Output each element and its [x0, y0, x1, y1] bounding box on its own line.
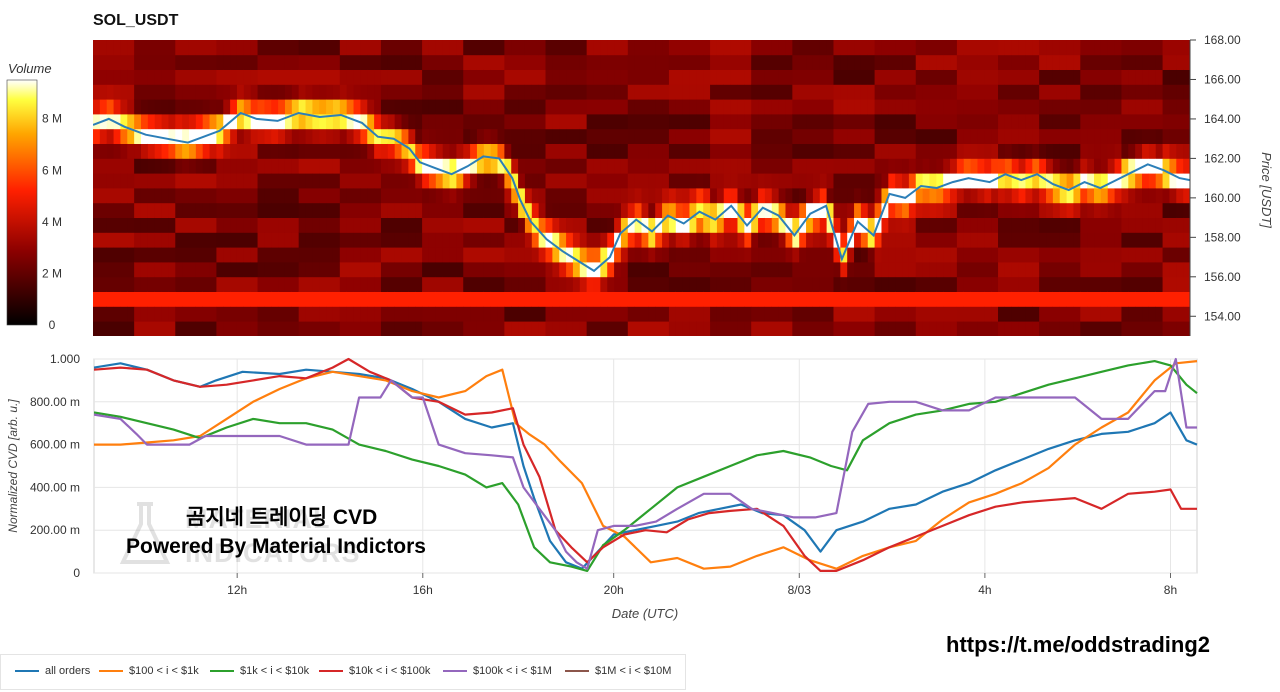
colorbar-label: Volume: [8, 61, 52, 76]
colorbar-tick-label: 2 M: [42, 266, 62, 280]
heatmap-cells: [93, 40, 1190, 336]
cvd-series-line: [94, 357, 1197, 572]
legend-swatch: [565, 670, 589, 673]
legend-swatch: [443, 670, 467, 673]
legend-item[interactable]: $10k < i < $100k: [319, 665, 430, 677]
legend-label: $1M < i < $10M: [595, 665, 672, 677]
heatmap-y-tick-label: 166.00: [1204, 72, 1241, 86]
material-indicators-watermark: MATERIAL INDICATORS: [115, 498, 365, 574]
heatmap-y-ticks: 154.00 156.00 158.00 160.00 162.00 164.00 166.…: [1190, 33, 1241, 323]
heatmap-y-tick-label: 168.00: [1204, 33, 1241, 47]
overlay-subtitle: Powered By Material Indictors: [126, 535, 426, 558]
colorbar-tick-label: 6 M: [42, 163, 62, 177]
heatmap-y-tick-label: 156.00: [1204, 270, 1241, 284]
cvd-x-tick-label: 12h: [227, 583, 247, 597]
cvd-x-tick-label: 4h: [978, 583, 991, 597]
chart-title: SOL_USDT: [93, 12, 179, 29]
overlay-title: 곰지네 트레이딩 CVD: [186, 506, 378, 529]
cvd-y-tick-label: 400.00 m: [30, 480, 80, 494]
legend-item[interactable]: $1M < i < $10M: [565, 665, 671, 677]
legend-label: all orders: [45, 665, 91, 677]
cvd-series-line: [94, 357, 1197, 570]
cvd-series-line: [94, 362, 1198, 570]
legend: all orders $100 < i < $1k $1k < i < $10k $1…: [0, 654, 686, 690]
cvd-x-tick-label: 16h: [413, 583, 433, 597]
cvd-y-tick-label: 1.000: [50, 352, 80, 366]
legend-item[interactable]: $1k < i < $10k: [210, 665, 309, 677]
cvd-y-tick-label: 0: [73, 566, 80, 580]
telegram-link[interactable]: https://t.me/oddstrading2: [946, 632, 1210, 657]
price-line: [93, 111, 1190, 273]
cvd-x-tick-label: 8/03: [788, 583, 812, 597]
legend-item[interactable]: all orders: [15, 665, 90, 677]
cvd-chart: 0 200.00 m 400.00 m 600.00 m 800.00 m 1.000 1…: [6, 352, 1198, 621]
heatmap-y-tick-label: 164.00: [1204, 112, 1241, 126]
cvd-series-line: [94, 360, 1198, 570]
cvd-plot-area: [93, 358, 1198, 574]
watermark-line2: INDICATORS: [185, 538, 361, 568]
legend-label: $10k < i < $100k: [349, 665, 431, 677]
watermark-line1: MATERIAL: [185, 504, 331, 534]
cvd-y-ticks: 0 200.00 m 400.00 m 600.00 m 800.00 m 1.000: [30, 352, 80, 580]
cvd-y-tick-label: 800.00 m: [30, 395, 80, 409]
heatmap-y-axis-label: Price [USDT]: [1259, 152, 1274, 228]
legend-swatch: [15, 670, 39, 673]
cvd-y-axis-label: Normalized CVD [arb. u.]: [6, 399, 20, 533]
heatmap-y-tick-label: 162.00: [1204, 151, 1241, 165]
legend-swatch: [210, 670, 234, 673]
legend-label: $100 < i < $1k: [129, 665, 199, 677]
heatmap-y-tick-label: 160.00: [1204, 191, 1241, 205]
cvd-grid: [94, 358, 1197, 574]
colorbar-tick-label: 4 M: [42, 215, 62, 229]
heatmap-chart: Volume 02 M4 M6 M8 M 154.00156.00158.001…: [6, 33, 1274, 336]
colorbar-tick-label: 0: [49, 318, 56, 332]
cvd-y-tick-label: 200.00 m: [30, 523, 80, 537]
cvd-lines: [94, 357, 1198, 572]
cvd-x-tick-label: 8h: [1164, 583, 1177, 597]
colorbar-tick-label: 8 M: [42, 112, 62, 126]
heatmap-y-tick-label: 154.00: [1204, 309, 1241, 323]
colorbar-ticks: 0 2 M 4 M 6 M 8 M: [42, 112, 62, 332]
legend-label: $100k < i < $1M: [473, 665, 552, 677]
legend-swatch: [99, 670, 123, 673]
cvd-x-ticks: 12h 16h 20h 8/03 4h 8h: [227, 573, 1177, 597]
heatmap-y-tick-label: 158.00: [1204, 230, 1241, 244]
legend-item[interactable]: $100 < i < $1k: [99, 665, 199, 677]
legend-swatch: [319, 670, 343, 673]
cvd-x-tick-label: 20h: [604, 583, 624, 597]
legend-label: $1k < i < $10k: [240, 665, 310, 677]
cvd-series-line: [94, 360, 1198, 572]
cvd-y-tick-label: 600.00 m: [30, 438, 80, 452]
legend-item[interactable]: $100k < i < $1M: [443, 665, 552, 677]
cvd-x-axis-label: Date (UTC): [612, 606, 678, 621]
colorbar: [6, 79, 38, 326]
